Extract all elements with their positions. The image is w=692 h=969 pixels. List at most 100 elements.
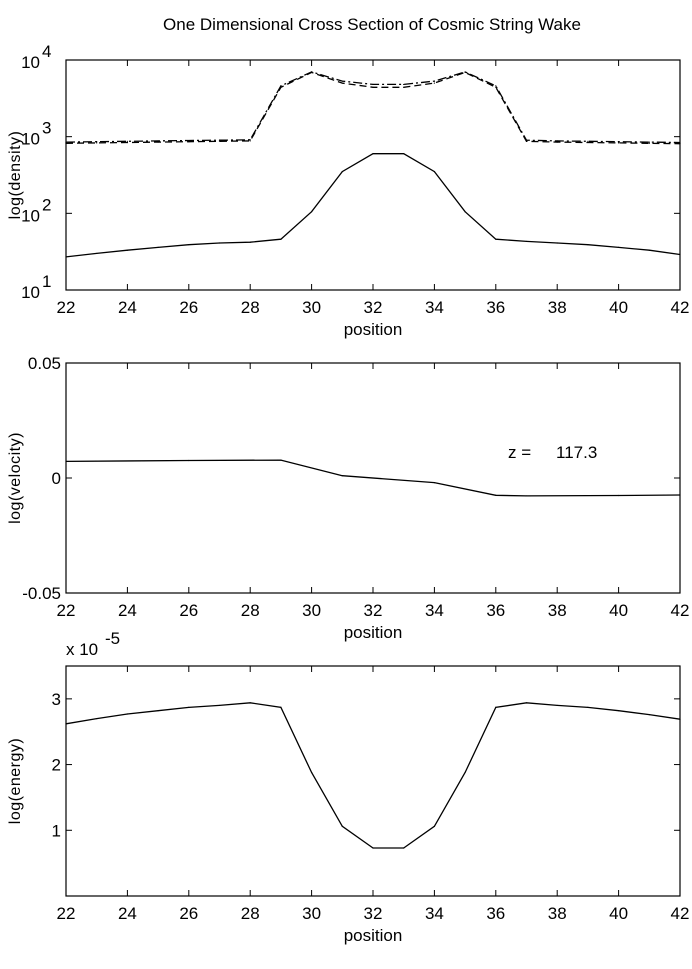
series-line-solid — [65, 702, 681, 849]
x-tick-label: 42 — [671, 904, 690, 923]
data-point — [495, 706, 497, 709]
y-tick-label: 0 — [52, 469, 61, 488]
velocity-panel: 22 24 26 28 30 32 34 36 38 40 42 0.05 0 -0.05 position… — [7, 354, 689, 642]
x-tick-label: 30 — [302, 601, 321, 620]
series-line-solid — [65, 153, 681, 258]
data-point — [157, 140, 159, 142]
data-point — [341, 171, 343, 173]
y-tick-label: -0.05 — [22, 584, 61, 603]
x-tick-label: 28 — [241, 298, 260, 317]
y-tick-exponent: 2 — [42, 195, 51, 214]
data-point — [218, 139, 221, 141]
data-point — [679, 494, 681, 496]
x-tick-label: 30 — [302, 298, 321, 317]
data-point — [311, 771, 313, 774]
data-point — [618, 142, 620, 144]
data-point — [679, 143, 681, 145]
x-tick-label: 24 — [118, 904, 137, 923]
plot-frame — [65, 59, 681, 291]
density-panel: 22 24 26 28 30 32 34 36 38 40 42101102103104positi… — [7, 42, 689, 339]
data-point — [433, 80, 435, 82]
data-point — [433, 482, 435, 484]
data-point — [96, 141, 98, 143]
data-point — [280, 86, 282, 88]
x-tick-label: 42 — [671, 298, 690, 317]
data-point — [157, 246, 159, 248]
x-tick-label: 26 — [179, 298, 198, 317]
figure-title: One Dimensional Cross Section of Cosmic … — [163, 15, 581, 34]
x-tick-label: 32 — [364, 904, 383, 923]
plot-frame — [65, 665, 681, 897]
data-point — [188, 706, 190, 709]
x-tick-label: 28 — [241, 601, 260, 620]
y-axis-label: log(energy) — [7, 738, 24, 824]
x-axis-label: position — [344, 926, 403, 945]
x-axis-label: position — [344, 320, 403, 339]
x-tick-label: 42 — [671, 601, 690, 620]
x-tick-label: 38 — [548, 601, 567, 620]
x-tick-label: 36 — [486, 298, 505, 317]
data-point — [525, 240, 528, 243]
data-point — [525, 702, 528, 704]
energy-panel: 22 24 26 28 30 32 34 36 38 40 42 1 2 3 x 10 -5 position l… — [7, 629, 689, 945]
data-point — [65, 141, 67, 143]
data-point — [341, 80, 343, 82]
y-tick-label: 3 — [52, 690, 61, 709]
data-point — [679, 253, 681, 256]
redshift-label: z = — [508, 443, 531, 462]
x-axis-label: position — [344, 623, 403, 642]
y-tick-exponent: 1 — [42, 272, 51, 291]
x-tick-label: 24 — [118, 601, 137, 620]
data-point — [311, 211, 313, 213]
data-point — [157, 141, 159, 143]
x-tick-label: 22 — [57, 601, 76, 620]
data-point — [280, 706, 282, 709]
data-point — [495, 86, 497, 88]
data-point — [464, 771, 466, 774]
data-point — [65, 460, 67, 463]
data-point — [218, 242, 221, 244]
redshift-annotation: z = 117.3 — [508, 443, 597, 462]
x-tick-label: 34 — [425, 601, 444, 620]
data-point — [126, 713, 128, 715]
data-point — [126, 249, 128, 251]
y-tick-label: 10 — [21, 130, 40, 149]
x-tick-label: 40 — [609, 298, 628, 317]
data-point — [403, 153, 405, 155]
data-point — [587, 244, 589, 246]
y-tick-label: 10 — [21, 206, 40, 225]
series-line-solid — [65, 459, 681, 497]
data-point — [249, 140, 251, 142]
x-tick-label: 22 — [57, 298, 76, 317]
redshift-value: 117.3 — [556, 443, 597, 462]
data-point — [618, 141, 620, 143]
data-point — [126, 141, 128, 144]
data-point — [311, 71, 313, 73]
data-point — [648, 142, 650, 144]
data-point — [495, 494, 497, 496]
x-tick-label: 34 — [425, 298, 444, 317]
data-point — [587, 141, 589, 144]
y-tick-label: 0.05 — [28, 354, 61, 373]
x-tick-label: 38 — [548, 904, 567, 923]
x-tick-label: 32 — [364, 298, 383, 317]
x-tick-label: 36 — [486, 601, 505, 620]
x-tick-label: 36 — [486, 904, 505, 923]
data-point — [280, 85, 282, 87]
data-point — [188, 244, 190, 246]
data-point — [188, 141, 190, 143]
data-point — [556, 140, 558, 142]
data-point — [587, 140, 589, 142]
data-point — [249, 241, 251, 243]
data-point — [372, 83, 374, 86]
data-point — [433, 171, 435, 173]
data-point — [525, 140, 528, 142]
data-point — [372, 86, 374, 88]
data-point — [403, 86, 405, 88]
y-multiplier-exponent: -5 — [105, 629, 120, 648]
y-tick-base: 10 — [21, 206, 40, 225]
y-tick-label: 2 — [52, 756, 61, 775]
data-point — [372, 847, 374, 849]
data-point — [648, 141, 650, 143]
data-point — [556, 242, 558, 244]
